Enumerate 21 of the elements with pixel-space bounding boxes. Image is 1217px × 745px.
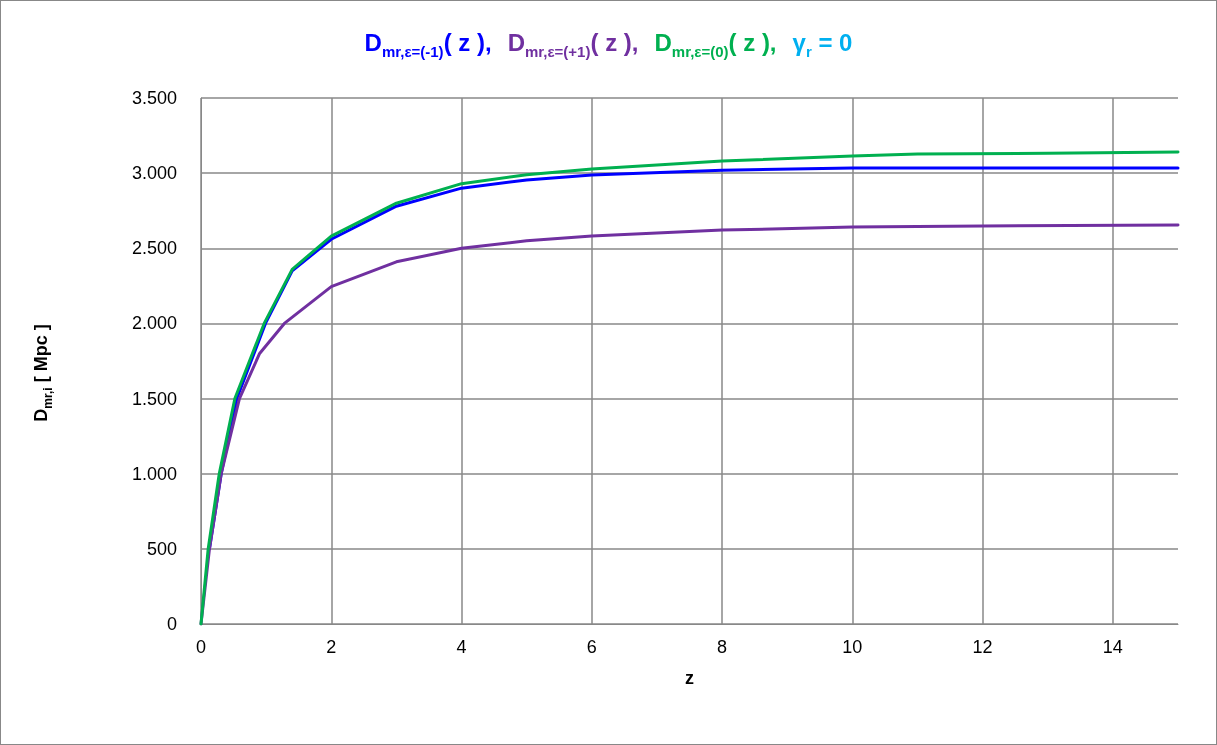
y-tick-label: 1.000 [131, 463, 177, 484]
y-tick-label: 2.500 [131, 238, 177, 259]
x-axis-title: z [685, 668, 694, 688]
x-tick-label: 4 [456, 637, 467, 657]
x-tick-label: 10 [842, 637, 863, 657]
x-tick-label: 8 [717, 637, 728, 657]
text: D$_{mr,ε=(0)}$( z ), [654, 29, 777, 60]
y-tick-label: 3.000 [131, 163, 177, 184]
y-tick-label: 2.000 [131, 313, 177, 334]
x-tick-label: 0 [195, 637, 207, 657]
x-tick-label: 2 [326, 637, 337, 657]
x-tick-label: 14 [1102, 637, 1123, 657]
text: D$_{mr,ε=(+1)}$( z ), [507, 29, 639, 60]
y-tick-label: 3.500 [131, 88, 177, 108]
text: D$_{mr,ε=(-1)}$( z ), [364, 29, 492, 60]
y-tick-label: 500 [146, 538, 177, 559]
x-tick-label: 6 [586, 637, 597, 657]
x-tick-label: 12 [972, 637, 993, 657]
chart-title: γ$_{r}$ = 0 [792, 29, 853, 60]
y-tick-label: 1.500 [131, 388, 177, 409]
y-tick-label: 0 [166, 614, 177, 634]
